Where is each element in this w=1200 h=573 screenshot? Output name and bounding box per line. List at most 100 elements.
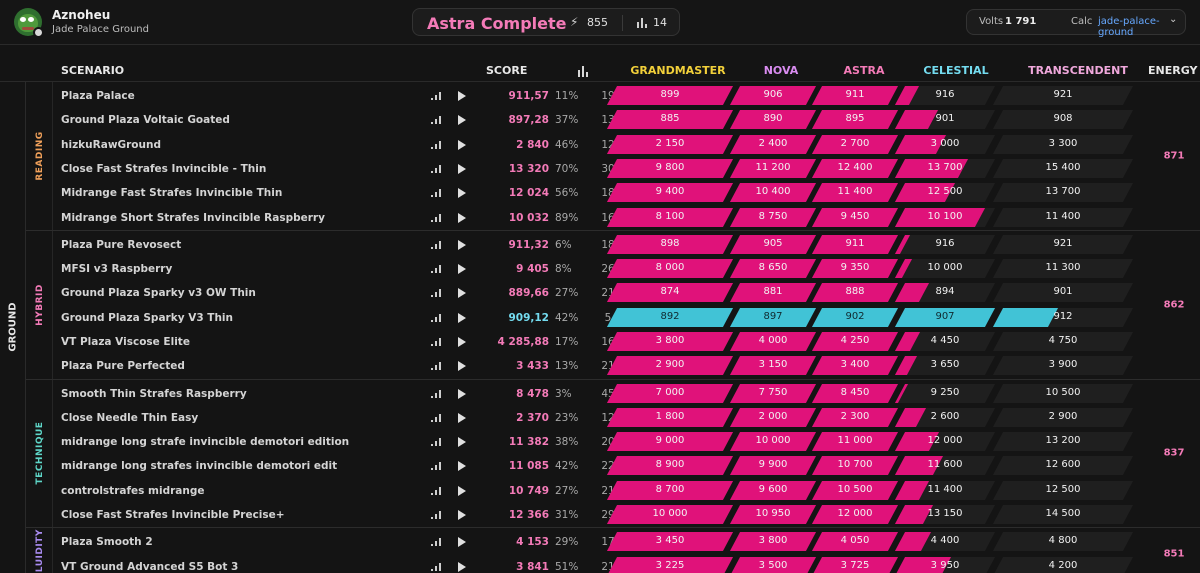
signal-bars-icon[interactable] (431, 562, 441, 571)
signal-bars-icon[interactable] (431, 265, 441, 274)
signal-bars-icon[interactable] (431, 313, 441, 322)
signal-bars-icon[interactable] (431, 362, 441, 371)
table-row[interactable]: hizkuRawGround 2 840 46% 12 2 150 2 400 2 700 3… (53, 133, 1148, 157)
play-icon[interactable] (458, 264, 466, 275)
scenario-name[interactable]: VT Plaza Viscose Elite (61, 335, 190, 348)
table-row[interactable]: Ground Plaza Voltaic Goated 897,28 37% 13 88… (53, 108, 1148, 132)
scenario-name[interactable]: Plaza Smooth 2 (61, 536, 153, 549)
signal-bars-icon[interactable] (431, 189, 441, 198)
table-row[interactable]: Close Needle Thin Easy 2 370 23% 12 1 800 2 0… (53, 406, 1148, 430)
signal-bars-icon[interactable] (431, 413, 441, 422)
scenario-name[interactable]: Plaza Pure Perfected (61, 360, 185, 373)
signal-bars-icon[interactable] (431, 289, 441, 298)
column-tier-grandmaster[interactable]: GRANDMASTER (630, 64, 726, 77)
table-row[interactable]: Ground Plaza Sparky v3 OW Thin 889,66 27% 2… (53, 281, 1148, 305)
scenario-name[interactable]: Ground Plaza Voltaic Goated (61, 114, 230, 127)
calc-select[interactable]: jade-palace-ground (1098, 16, 1160, 38)
scenario-name[interactable]: midrange long strafes invincible demotor… (61, 460, 338, 473)
play-icon[interactable] (458, 561, 466, 572)
play-icon[interactable] (458, 239, 466, 250)
scenario-name[interactable]: Plaza Pure Revosect (61, 238, 182, 251)
scenario-name[interactable]: Ground Plaza Sparky v3 OW Thin (61, 287, 256, 300)
table-row[interactable]: Smooth Thin Strafes Raspberry 8 478 3% 45 7 … (53, 382, 1148, 406)
play-icon[interactable] (458, 361, 466, 372)
table-row[interactable]: Midrange Fast Strafes Invincible Thin 12 … (53, 181, 1148, 205)
play-icon[interactable] (458, 212, 466, 223)
play-icon[interactable] (458, 91, 466, 101)
signal-bars-icon[interactable] (431, 538, 441, 547)
avatar[interactable] (14, 8, 42, 36)
play-icon[interactable] (458, 139, 466, 150)
scenario-name[interactable]: VT Ground Advanced S5 Bot 3 (61, 560, 239, 573)
table-row[interactable]: Plaza Palace 911,57 11% 19 899 906 911 916 921 (53, 84, 1148, 108)
column-tier-transcendent[interactable]: TRANSCENDENT (1028, 64, 1128, 77)
scenario-name[interactable]: Midrange Short Strafes Invincible Raspbe… (61, 211, 325, 224)
play-icon[interactable] (458, 312, 466, 323)
scenario-name[interactable]: Close Needle Thin Easy (61, 411, 199, 424)
signal-bars-icon[interactable] (431, 438, 441, 447)
table-row[interactable]: VT Plaza Viscose Elite 4 285,88 17% 16 3 800… (53, 330, 1148, 354)
scenario-name[interactable]: Close Fast Strafes Invincible Precise+ (61, 509, 285, 522)
signal-bars-icon[interactable] (431, 389, 441, 398)
signal-bars-icon[interactable] (431, 116, 441, 125)
signal-bars-icon[interactable] (431, 213, 441, 222)
play-icon[interactable] (458, 188, 466, 199)
play-icon[interactable] (458, 461, 466, 472)
signal-bars-icon[interactable] (431, 486, 441, 495)
tier-cell-celestial: 4 400 (894, 532, 996, 552)
column-tier-celestial[interactable]: CELESTIAL (923, 64, 989, 77)
signal-bars-icon[interactable] (431, 511, 441, 520)
user-name[interactable]: Aznoheu (52, 8, 111, 22)
tier-cell-nova: 8 650 (729, 259, 817, 279)
scenario-name[interactable]: Ground Plaza Sparky V3 Thin (61, 311, 233, 324)
column-tier-nova[interactable]: NOVA (763, 64, 799, 77)
play-icon[interactable] (458, 437, 466, 448)
column-tier-astra[interactable]: ASTRA (843, 64, 885, 77)
play-icon[interactable] (458, 485, 466, 496)
chevron-down-icon[interactable]: ⌄ (1169, 14, 1178, 25)
signal-bars-icon[interactable] (431, 140, 441, 149)
table-row[interactable]: Close Fast Strafes Invincible Precise+ 12… (53, 503, 1148, 527)
score-value: 889,66 (508, 287, 549, 300)
signal-bars-icon[interactable] (431, 92, 441, 100)
table-row[interactable]: Midrange Short Strafes Invincible Raspbe… (53, 206, 1148, 230)
column-score[interactable]: SCORE (486, 64, 528, 77)
scenario-name[interactable]: midrange long strafe invincible demotori… (61, 436, 350, 449)
signal-bars-icon[interactable] (431, 462, 441, 471)
table-row[interactable]: midrange long strafes invincible demotor… (53, 454, 1148, 478)
scenario-name[interactable]: MFSI v3 Raspberry (61, 263, 173, 276)
table-row[interactable]: MFSI v3 Raspberry 9 405 8% 26 8 000 8 650 9 35… (53, 257, 1148, 281)
scenario-name[interactable]: Plaza Palace (61, 90, 135, 102)
scenario-name[interactable]: controlstrafes midrange (61, 484, 205, 497)
scenario-name[interactable]: hizkuRawGround (61, 138, 161, 151)
signal-bars-icon[interactable] (431, 337, 441, 346)
play-icon[interactable] (458, 115, 466, 126)
scenario-name[interactable]: Midrange Fast Strafes Invincible Thin (61, 187, 283, 200)
tier-cell-nova: 11 200 (729, 158, 817, 178)
table-row[interactable]: Plaza Pure Perfected 3 433 13% 21 2 900 3 150… (53, 354, 1148, 378)
table-row[interactable]: controlstrafes midrange 10 749 27% 21 8 700 9… (53, 479, 1148, 503)
scenario-name[interactable]: Smooth Thin Strafes Raspberry (61, 387, 247, 400)
tier-cell-astra: 2 700 (811, 134, 899, 154)
calc-selector[interactable]: Volts 1 791 Calc jade-palace-ground ⌄ (966, 9, 1186, 38)
play-icon[interactable] (458, 288, 466, 299)
signal-bars-icon[interactable] (431, 240, 441, 249)
play-icon[interactable] (458, 510, 466, 521)
tier-cell-grandmaster: 8 900 (606, 456, 734, 476)
column-scenario[interactable]: SCENARIO (61, 64, 125, 77)
signal-bars-icon[interactable] (431, 164, 441, 173)
play-icon[interactable] (458, 537, 466, 548)
table-row[interactable]: midrange long strafe invincible demotori… (53, 430, 1148, 454)
column-energy[interactable]: ENERGY (1148, 64, 1198, 77)
play-icon[interactable] (458, 388, 466, 399)
table-row[interactable]: Plaza Pure Revosect 911,32 6% 18 898 905 911 91… (53, 233, 1148, 257)
play-icon[interactable] (458, 336, 466, 347)
play-icon[interactable] (458, 163, 466, 174)
table-row[interactable]: Close Fast Strafes Invincible - Thin 13 3… (53, 157, 1148, 181)
plays-column-icon[interactable] (577, 65, 589, 77)
table-row[interactable]: Ground Plaza Sparky V3 Thin 909,12 42% 5 892… (53, 306, 1148, 330)
play-icon[interactable] (458, 412, 466, 423)
scenario-name[interactable]: Close Fast Strafes Invincible - Thin (61, 162, 267, 175)
